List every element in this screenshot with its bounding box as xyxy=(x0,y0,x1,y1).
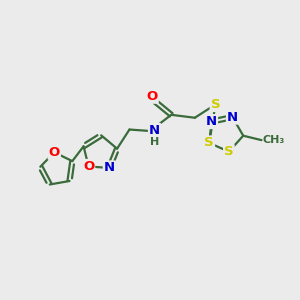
Text: N: N xyxy=(227,111,238,124)
Text: S: S xyxy=(224,145,234,158)
Text: N: N xyxy=(104,161,115,174)
Text: O: O xyxy=(49,146,60,159)
Text: H: H xyxy=(150,137,159,147)
Text: S: S xyxy=(211,98,220,111)
Text: O: O xyxy=(83,160,94,173)
Text: N: N xyxy=(206,115,217,128)
Text: CH₃: CH₃ xyxy=(263,135,285,145)
Text: O: O xyxy=(146,90,158,103)
Text: N: N xyxy=(149,124,160,137)
Text: S: S xyxy=(205,136,214,149)
